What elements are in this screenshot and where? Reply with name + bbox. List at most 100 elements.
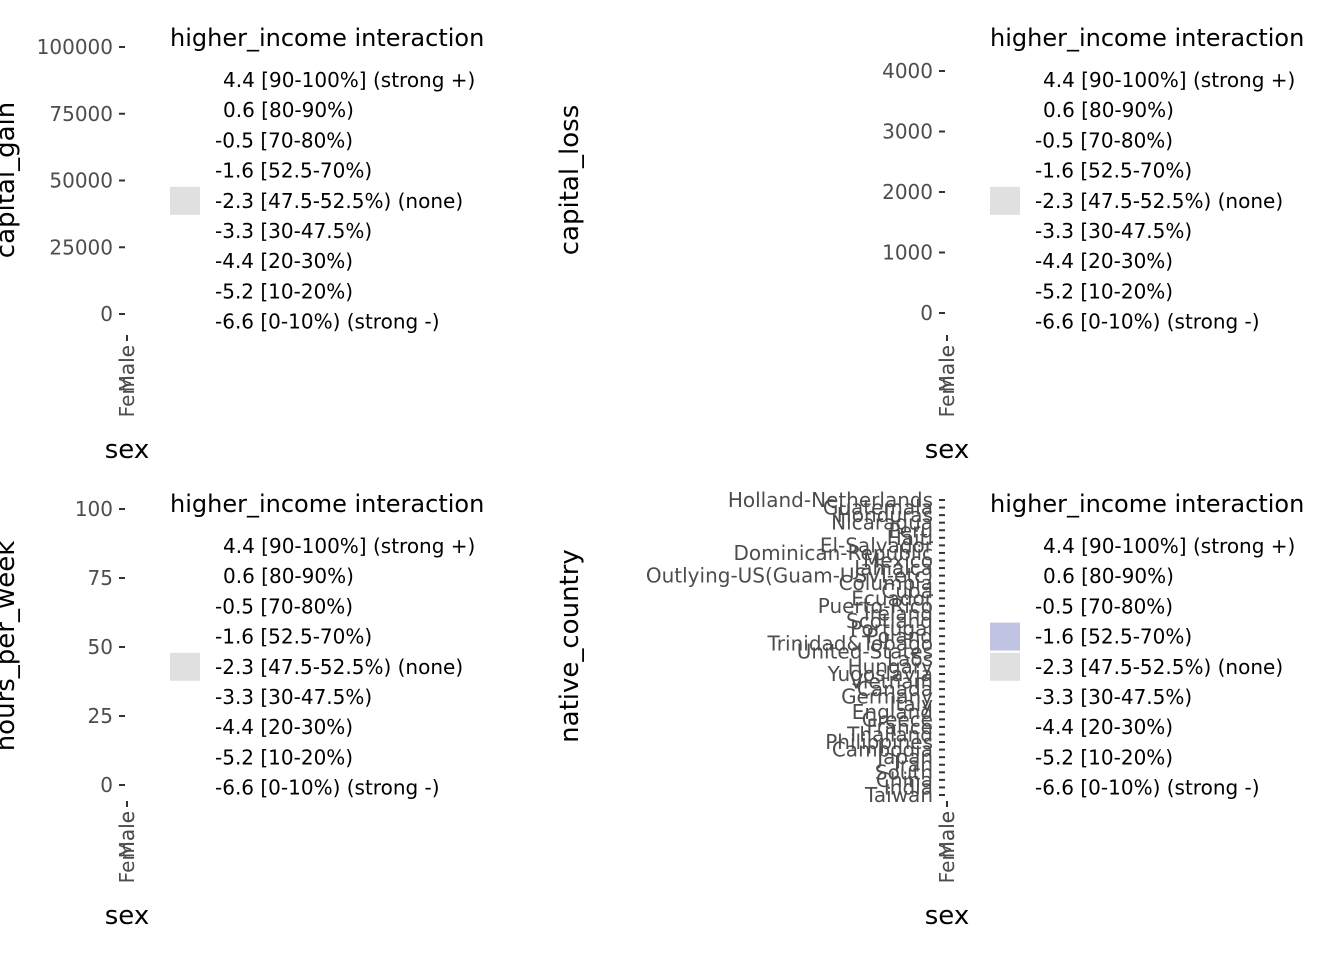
- x-tick-label-female: Female: [115, 811, 139, 883]
- legend-label: -0.5 [70-80%): [1035, 594, 1173, 618]
- legend-label: -2.3 [47.5-52.5%) (none): [215, 189, 463, 213]
- legend-label: -6.6 [0-10%) (strong -): [1035, 310, 1260, 334]
- y-axis-title: native_country: [555, 549, 585, 743]
- y-tick-label: 2000: [882, 180, 933, 204]
- legend-key: [170, 186, 200, 215]
- legend-label: -4.4 [20-30%): [215, 715, 353, 739]
- y-tick-label: Iran: [894, 753, 933, 777]
- x-tick-label-female: Female: [935, 345, 959, 417]
- legend: higher_income interaction 4.4 [90-100%] (…: [170, 490, 484, 800]
- legend-label: -2.3 [47.5-52.5%) (none): [1035, 655, 1283, 679]
- y-tick-label: Honduras: [837, 503, 933, 527]
- legend-label: 4.4 [90-100%] (strong +): [223, 534, 475, 558]
- y-tick-label: South: [875, 760, 933, 784]
- y-tick-label: Greece: [862, 707, 933, 731]
- x-tick-label-female: Female: [115, 345, 139, 417]
- legend: higher_income interaction 4.4 [90-100%] (…: [990, 490, 1304, 800]
- y-tick-label: Dominican-Republic: [733, 541, 933, 565]
- y-tick-label: 75: [88, 566, 113, 590]
- x-tick-label-male: Male: [115, 345, 139, 392]
- legend-title: higher_income interaction: [990, 490, 1304, 518]
- legend-label: -5.2 [10-20%): [1035, 279, 1173, 303]
- y-tick-label: Trinidad&Tobago: [767, 632, 933, 656]
- x-axis-title: sex: [105, 435, 149, 465]
- y-tick-label: 100000: [37, 35, 113, 59]
- y-tick-label: Vietnam: [850, 670, 933, 694]
- y-tick-label: Ecuador: [851, 586, 933, 610]
- legend-label: -3.3 [30-47.5%): [215, 685, 372, 709]
- y-tick-label: Taiwan: [864, 783, 933, 807]
- legend-label: 0.6 [80-90%): [223, 564, 354, 588]
- y-tick-label: Japan: [875, 745, 933, 769]
- y-tick-label: China: [876, 768, 933, 792]
- y-tick-label: 3000: [882, 120, 933, 144]
- y-tick-label: Jamaica: [852, 556, 933, 580]
- legend-label: -3.3 [30-47.5%): [1035, 685, 1192, 709]
- legend-title: higher_income interaction: [170, 490, 484, 518]
- y-tick-label: United-States: [797, 639, 933, 663]
- y-tick-label: El-Salvador: [820, 533, 934, 557]
- y-tick-label: 75000: [49, 102, 113, 126]
- legend-label: -2.3 [47.5-52.5%) (none): [1035, 189, 1283, 213]
- legend-label: -0.5 [70-80%): [215, 128, 353, 152]
- y-tick-label: Ireland: [864, 601, 933, 625]
- legend-label: -5.2 [10-20%): [1035, 745, 1173, 769]
- y-tick-label: India: [884, 775, 933, 799]
- legend-label: -0.5 [70-80%): [1035, 128, 1173, 152]
- legend-key: [990, 652, 1020, 681]
- y-tick-label: Guatemala: [823, 496, 933, 520]
- y-tick-label: Poland: [866, 624, 933, 648]
- legend-label: -0.5 [70-80%): [215, 594, 353, 618]
- legend-label: -4.4 [20-30%): [1035, 249, 1173, 273]
- y-axis-title: capital_gain: [0, 102, 21, 258]
- legend-label: 4.4 [90-100%] (strong +): [223, 68, 475, 92]
- y-tick-label: Holland-Netherlands: [728, 488, 933, 512]
- y-tick-label: Haiti: [887, 526, 933, 550]
- y-tick-label: Hungary: [848, 654, 934, 678]
- y-tick-label: England: [852, 700, 933, 724]
- legend: higher_income interaction 4.4 [90-100%] (…: [170, 24, 484, 334]
- legend-label: -1.6 [52.5-70%): [215, 159, 372, 183]
- legend-label: 4.4 [90-100%] (strong +): [1043, 68, 1295, 92]
- legend-label: 0.6 [80-90%): [223, 98, 354, 122]
- legend-label: 4.4 [90-100%] (strong +): [1043, 534, 1295, 558]
- legend-label: -5.2 [10-20%): [215, 745, 353, 769]
- legend-label: -4.4 [20-30%): [1035, 715, 1173, 739]
- y-tick-label: Laos: [887, 647, 933, 671]
- y-axis-title: hours_per_week: [0, 541, 21, 752]
- legend-label: -1.6 [52.5-70%): [1035, 159, 1192, 183]
- legend-title: higher_income interaction: [170, 24, 484, 52]
- legend-key: [990, 186, 1020, 215]
- legend-label: -3.3 [30-47.5%): [1035, 219, 1192, 243]
- legend-label: -6.6 [0-10%) (strong -): [215, 776, 440, 800]
- y-tick-label: 50: [88, 635, 113, 659]
- legend-key: [990, 622, 1020, 651]
- legend-label: -4.4 [20-30%): [215, 249, 353, 273]
- y-tick-label: Mexico: [863, 549, 933, 573]
- x-axis-title: sex: [925, 901, 969, 931]
- x-axis-title: sex: [105, 901, 149, 931]
- y-tick-label: Philippines: [825, 730, 933, 754]
- legend-label: 0.6 [80-90%): [1043, 564, 1174, 588]
- y-tick-label: Italy: [890, 692, 934, 716]
- y-tick-label: France: [866, 715, 933, 739]
- y-tick-label: 0: [100, 773, 113, 797]
- x-tick-label-male: Male: [115, 811, 139, 858]
- legend-title: higher_income interaction: [990, 24, 1304, 52]
- legend-label: -6.6 [0-10%) (strong -): [215, 310, 440, 334]
- y-tick-label: Canada: [857, 677, 933, 701]
- legend-label: -6.6 [0-10%) (strong -): [1035, 776, 1260, 800]
- legend-label: -5.2 [10-20%): [215, 279, 353, 303]
- y-tick-label: 0: [920, 301, 933, 325]
- y-tick-label: Outlying-US(Guam-USVI-etc): [646, 564, 933, 588]
- x-tick-label-male: Male: [935, 811, 959, 858]
- legend-label: -1.6 [52.5-70%): [215, 625, 372, 649]
- y-tick-label: 4000: [882, 59, 933, 83]
- y-tick-label: Cambodia: [832, 738, 933, 762]
- y-tick-label: Columbia: [839, 571, 933, 595]
